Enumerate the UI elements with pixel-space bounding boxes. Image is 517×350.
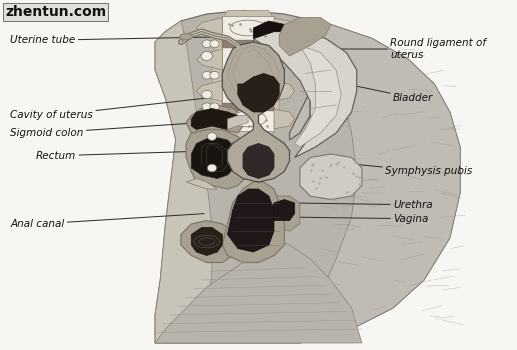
Text: Bladder: Bladder (349, 85, 433, 103)
Polygon shape (222, 107, 274, 131)
Polygon shape (253, 21, 300, 38)
Polygon shape (196, 80, 222, 101)
Polygon shape (269, 199, 295, 220)
Polygon shape (196, 49, 222, 70)
Polygon shape (227, 189, 274, 252)
Polygon shape (222, 79, 274, 103)
Ellipse shape (202, 103, 211, 111)
Polygon shape (196, 108, 222, 130)
Text: Urethra: Urethra (297, 200, 433, 210)
Text: Symphysis pubis: Symphysis pubis (359, 165, 473, 176)
Polygon shape (191, 108, 238, 130)
Polygon shape (181, 220, 238, 262)
Polygon shape (279, 18, 331, 56)
Polygon shape (310, 18, 460, 329)
Text: zhentun.com: zhentun.com (5, 5, 107, 19)
Polygon shape (264, 196, 300, 231)
Polygon shape (155, 238, 362, 343)
Polygon shape (243, 144, 274, 178)
Ellipse shape (201, 51, 212, 61)
Polygon shape (212, 10, 279, 140)
Polygon shape (253, 32, 357, 158)
Text: Vagina: Vagina (287, 214, 428, 224)
Polygon shape (222, 40, 274, 48)
Ellipse shape (230, 83, 266, 99)
Polygon shape (191, 228, 222, 256)
Ellipse shape (180, 34, 192, 40)
Polygon shape (186, 105, 243, 133)
Polygon shape (155, 10, 460, 343)
Ellipse shape (207, 133, 217, 140)
Ellipse shape (202, 40, 211, 48)
Ellipse shape (230, 51, 266, 67)
Polygon shape (227, 116, 248, 130)
Polygon shape (222, 103, 274, 111)
Ellipse shape (230, 111, 266, 127)
Polygon shape (274, 81, 295, 101)
Text: Rectum: Rectum (36, 150, 220, 161)
Ellipse shape (230, 20, 266, 36)
Ellipse shape (202, 90, 212, 99)
Polygon shape (274, 109, 295, 129)
Text: Round ligament of
uterus: Round ligament of uterus (328, 38, 486, 60)
Polygon shape (222, 16, 274, 40)
Polygon shape (186, 130, 253, 189)
Ellipse shape (210, 71, 219, 79)
Polygon shape (186, 178, 217, 189)
Polygon shape (274, 50, 295, 69)
Polygon shape (274, 18, 295, 38)
Ellipse shape (207, 164, 217, 172)
Polygon shape (300, 154, 362, 199)
Ellipse shape (210, 40, 219, 48)
Polygon shape (222, 47, 274, 72)
Polygon shape (196, 18, 222, 38)
Ellipse shape (202, 71, 211, 79)
Ellipse shape (210, 103, 219, 111)
Text: Cavity of uterus: Cavity of uterus (10, 95, 235, 120)
Polygon shape (222, 71, 274, 79)
Polygon shape (295, 46, 341, 147)
Text: Sigmoid colon: Sigmoid colon (10, 121, 225, 138)
Polygon shape (253, 25, 315, 140)
Polygon shape (222, 182, 284, 262)
Text: Uterine tube: Uterine tube (10, 35, 225, 45)
Polygon shape (155, 21, 212, 343)
Text: Anal canal: Anal canal (10, 214, 204, 229)
Polygon shape (191, 136, 238, 178)
Polygon shape (222, 42, 290, 182)
Polygon shape (238, 74, 279, 112)
